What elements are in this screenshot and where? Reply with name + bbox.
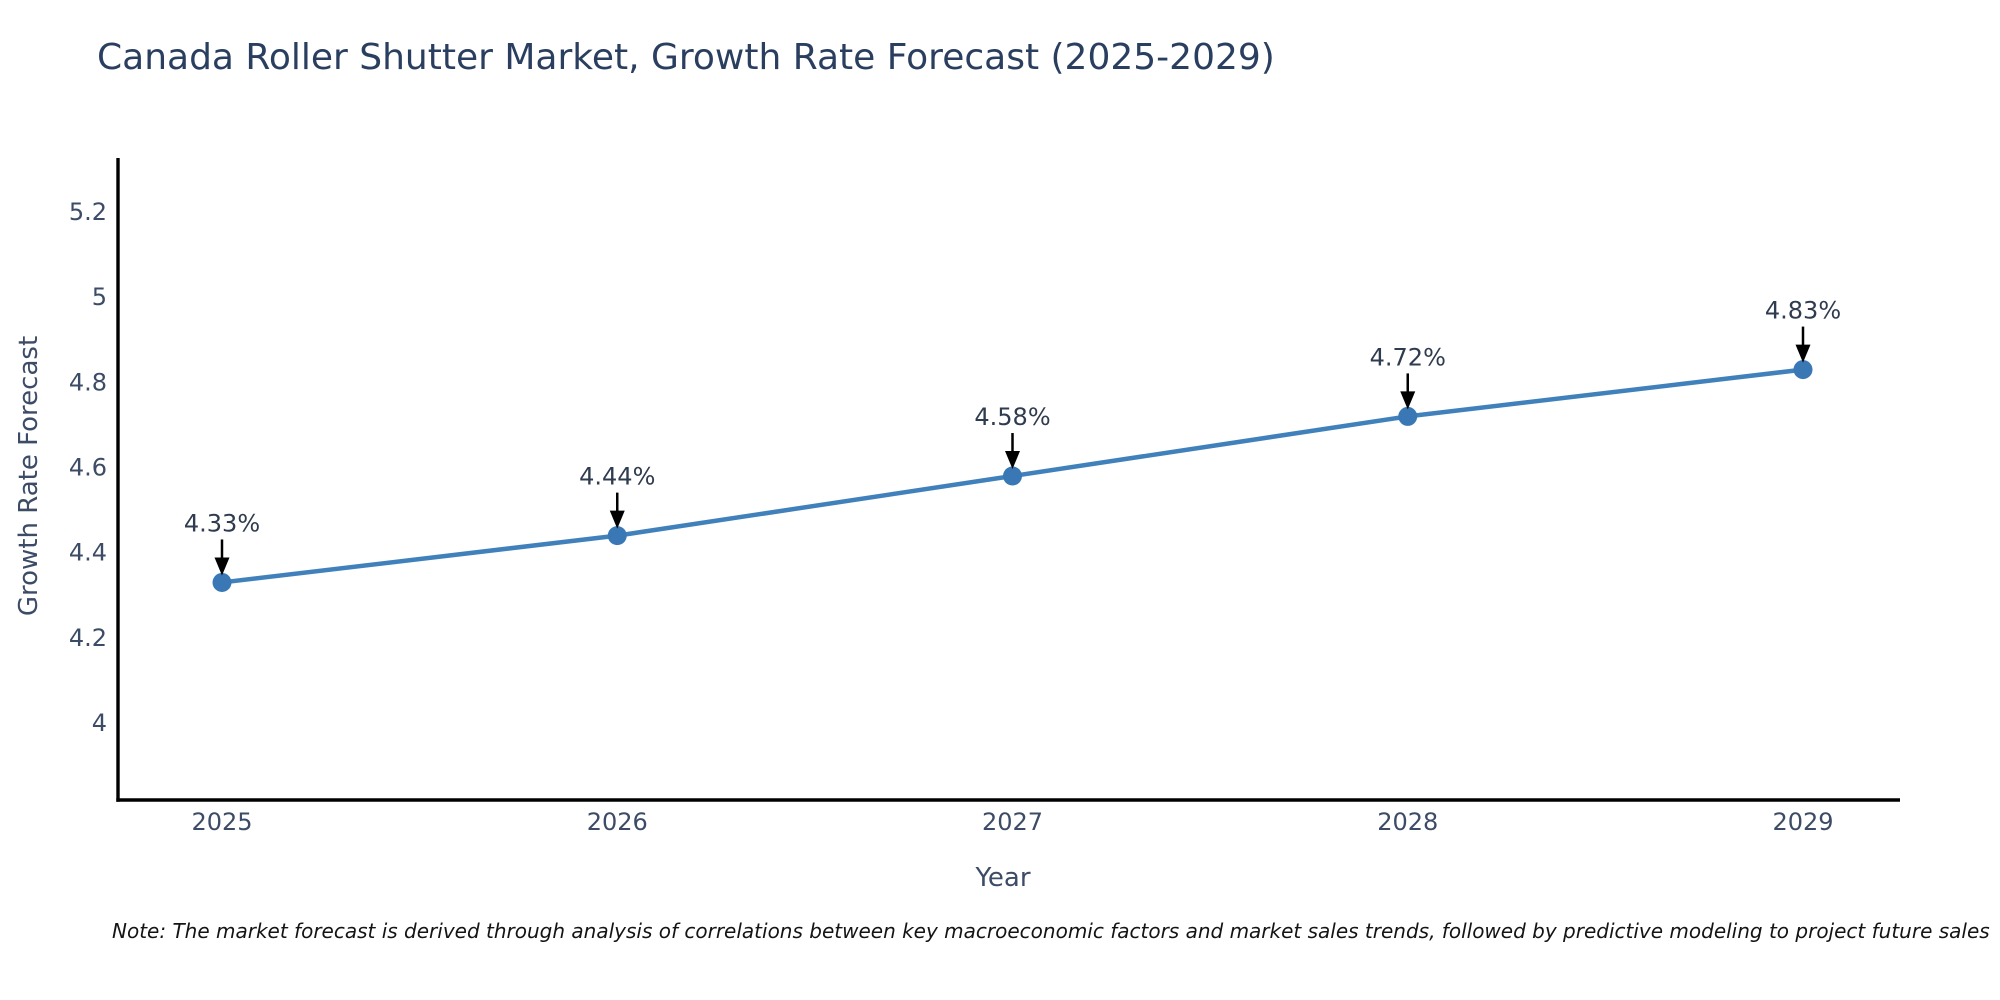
x-tick-label: 2028	[1377, 808, 1438, 836]
x-tick-label: 2029	[1772, 808, 1833, 836]
data-point-marker	[1793, 360, 1813, 380]
y-tick-label: 4	[92, 709, 107, 737]
data-point-label: 4.33%	[184, 509, 260, 537]
x-tick-label: 2027	[982, 808, 1043, 836]
annotation-arrow-head-icon	[1400, 391, 1416, 410]
annotation-arrow-head-icon	[1795, 344, 1811, 363]
data-point-label: 4.72%	[1370, 343, 1446, 371]
x-tick-label: 2026	[587, 808, 648, 836]
annotation-arrow-head-icon	[1005, 451, 1020, 470]
y-tick-label: 4.8	[69, 368, 107, 396]
data-point-marker	[1003, 466, 1022, 486]
y-tick-label: 5	[92, 283, 107, 311]
annotation-arrow-head-icon	[609, 510, 625, 529]
data-point-label: 4.58%	[974, 403, 1050, 431]
data-point-label: 4.44%	[579, 463, 655, 491]
y-tick-label: 4.6	[69, 454, 107, 482]
y-tick-label: 4.2	[69, 624, 107, 652]
annotation-arrow-head-icon	[214, 557, 230, 576]
y-axis-title: Growth Rate Forecast	[14, 336, 44, 616]
data-point-marker	[1398, 406, 1418, 426]
x-tick-label: 2025	[191, 808, 252, 836]
x-axis-title: Year	[974, 863, 1030, 893]
data-point-marker	[212, 572, 232, 592]
data-point-marker	[607, 526, 627, 546]
data-point-label: 4.83%	[1765, 297, 1841, 325]
footnote: Note: The market forecast is derived thr…	[112, 919, 1990, 943]
y-tick-label: 4.4	[69, 539, 107, 567]
y-tick-label: 5.2	[69, 198, 107, 226]
chart-title: Canada Roller Shutter Market, Growth Rat…	[97, 37, 1275, 78]
